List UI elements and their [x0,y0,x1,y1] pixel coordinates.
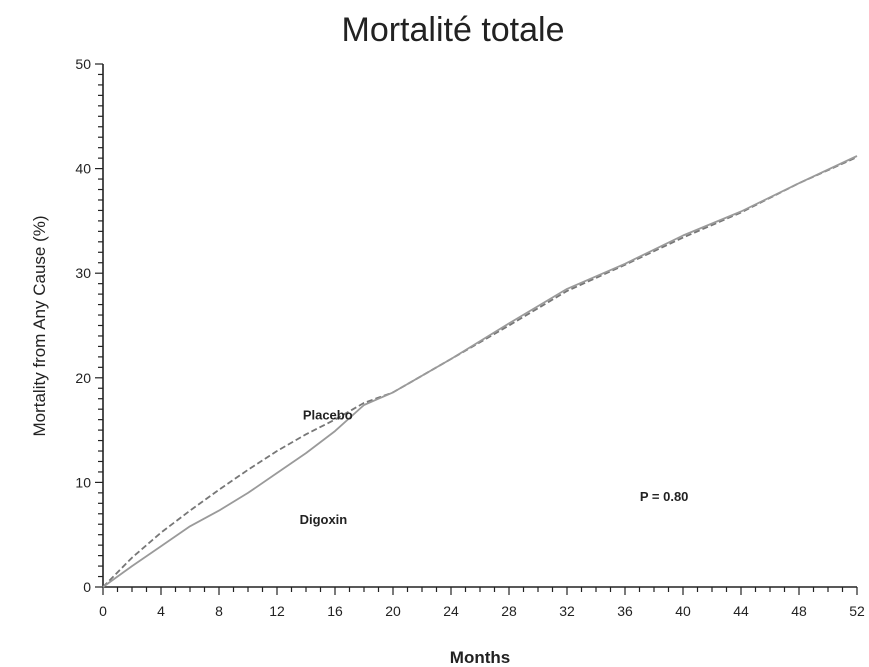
x-tick-label: 28 [501,603,517,619]
x-tick-label: 36 [617,603,633,619]
series-line-digoxin [102,155,858,588]
x-tick-label: 24 [443,603,459,619]
y-tick-label: 50 [75,56,91,72]
y-tick-label: 30 [75,265,91,281]
x-tick-label: 52 [849,603,865,619]
x-tick-label: 12 [269,603,285,619]
x-tick-label: 48 [791,603,807,619]
chart-title: Mortalité totale [342,11,565,49]
x-tick-label: 8 [215,603,223,619]
y-tick-label: 20 [75,370,91,386]
plot-area: 0 4 8 12 16 20 24 28 32 36 40 44 48 5201020304050Plac… [75,56,865,619]
series-line-placebo [102,156,858,588]
x-tick-label: 4 [157,603,165,619]
x-axis-label: Months [450,648,510,667]
y-tick-label: 0 [83,579,91,595]
x-tick-label: 32 [559,603,575,619]
x-tick-label: 0 [99,603,107,619]
x-tick-label: 40 [675,603,691,619]
annotation-label: Digoxin [300,512,348,527]
x-tick-label: 44 [733,603,749,619]
annotation-label: Placebo [303,408,353,423]
y-tick-label: 10 [75,474,91,490]
x-tick-label: 20 [385,603,401,619]
x-tick-label: 16 [327,603,343,619]
annotation-label: P = 0.80 [640,489,689,504]
y-axis-label: Mortality from Any Cause (%) [30,215,49,436]
y-tick-label: 40 [75,161,91,177]
